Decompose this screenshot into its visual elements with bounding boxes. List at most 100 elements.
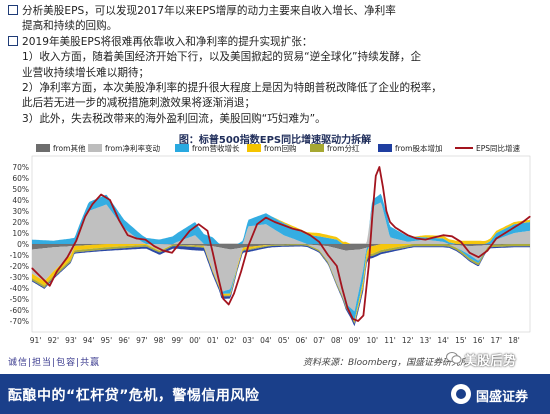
eps-growth-point (495, 237, 497, 240)
eps-growth-point (385, 210, 388, 212)
eps-growth-point (400, 230, 402, 232)
y-tick-label: -10% (10, 251, 29, 260)
eps-growth-point (346, 307, 349, 309)
x-tick-label: 95' (101, 336, 113, 345)
eps-growth-point (433, 236, 435, 238)
eps-growth-point (336, 265, 338, 267)
x-tick-label: 00' (189, 336, 201, 345)
eps-growth-point (171, 252, 173, 254)
y-tick-label: 10% (12, 229, 29, 238)
legend-label: from净利率变动 (105, 143, 160, 153)
eps-growth-point (371, 215, 373, 218)
eps-driver-chart: 70% 60% 50% 40% 30% 20% 10% 0% -10% -20% -30% -40% -… (10, 143, 531, 345)
x-tick-label: 03' (242, 336, 254, 345)
legend-label: from营收增长 (192, 143, 240, 153)
x-tick-label: 97' (136, 336, 148, 345)
x-tick-label: 11' (384, 336, 396, 345)
eps-growth-point (362, 314, 365, 317)
bullet-1: 分析美股EPS，可以发现2017年以来EPS增厚的动力主要来自收入增长、净利率 (8, 4, 544, 19)
eps-growth-point (75, 240, 77, 242)
bullet-text-block: 分析美股EPS，可以发现2017年以来EPS增厚的动力主要来自收入增长、净利率 … (8, 4, 544, 127)
x-tick-label: 14' (437, 336, 449, 345)
legend-label: EPS同比增速 (476, 143, 521, 153)
eps-growth-point (415, 237, 418, 240)
eps-growth-point (300, 230, 302, 232)
eps-growth-point (153, 245, 155, 247)
eps-growth-point (240, 270, 242, 273)
square-bullet-icon (8, 35, 18, 46)
bullet-2-point-3: 3）此外，失去税改带来的海外盈利回流，美股回购“巧妇难为”。 (22, 112, 326, 125)
x-tick-label: 17' (491, 336, 503, 345)
y-tick-label: -60% (10, 306, 29, 315)
eps-growth-point (318, 241, 320, 243)
eps-growth-point (382, 186, 384, 188)
eps-growth-point (274, 221, 276, 223)
eps-growth-point (478, 256, 480, 258)
x-tick-label: 12' (402, 336, 414, 345)
legend-swatch (247, 144, 261, 152)
bullet-2-point-1: 1）收入方面，随着美国经济开始下行，以及美国掀起的贸易“逆全球化”持续发酵，企 (22, 51, 422, 64)
eps-growth-point (529, 215, 531, 218)
x-tick-label: 93' (65, 336, 77, 345)
legend-label: from其他 (53, 143, 86, 153)
eps-growth-point (341, 287, 343, 289)
chart-title: 图：标普500指数EPS同比增速驱动力拆解 (178, 135, 372, 146)
y-tick-label: 60% (12, 174, 29, 183)
eps-growth-point (66, 256, 69, 258)
x-tick-label: 06' (296, 336, 308, 345)
x-tick-label: 98' (154, 336, 166, 345)
x-tick-label: 04' (260, 336, 272, 345)
eps-growth-point (212, 252, 214, 254)
chart-source-note: 资料来源：Bloomberg，国盛证券研究所 (303, 358, 470, 368)
x-tick-label: 92' (47, 336, 59, 345)
legend-swatch (378, 144, 392, 152)
y-tick-label: -50% (10, 295, 29, 304)
eps-growth-point (291, 228, 294, 230)
eps-growth-point (100, 193, 102, 196)
eps-growth-point (486, 250, 489, 252)
x-tick-label: 01' (207, 336, 219, 345)
logo-icon (451, 384, 471, 404)
x-tick-label: 05' (278, 336, 290, 345)
eps-growth-point (451, 235, 453, 237)
eps-growth-point (394, 226, 396, 229)
eps-growth-point (309, 234, 311, 236)
eps-growth-point (407, 234, 409, 236)
eps-growth-point (228, 303, 230, 306)
eps-growth-point (189, 230, 191, 232)
y-tick-label: -70% (10, 317, 29, 326)
eps-growth-point (256, 223, 258, 225)
eps-growth-point (469, 252, 471, 254)
x-tick-label: 09' (349, 336, 361, 345)
y-tick-label: 20% (12, 218, 29, 227)
watermark-brand: 美股后势 (464, 354, 517, 369)
y-tick-label: -30% (10, 273, 29, 282)
x-tick-label: 99' (172, 336, 184, 345)
legend-swatch (36, 144, 50, 152)
bullet-2-point-2: 2）净利率方面，本次美股净利率的提升很大程度上是因为特朗普税改降低了企业的税率， (22, 82, 442, 95)
eps-growth-point (222, 298, 225, 300)
eps-growth-point (135, 237, 138, 240)
y-tick-label: -40% (10, 284, 29, 293)
eps-growth-point (378, 166, 380, 168)
eps-growth-point (513, 226, 515, 229)
legend-label: from回购 (264, 143, 296, 153)
eps-growth-point (327, 254, 329, 256)
area-from-positive (32, 202, 530, 244)
eps-growth-point (91, 203, 93, 205)
legend-swatch (175, 144, 189, 152)
eps-growth-point (180, 241, 182, 243)
y-tick-label: 0% (17, 240, 29, 249)
eps-growth-point (56, 270, 58, 273)
eps-growth-point (197, 223, 200, 225)
eps-growth-point (389, 221, 391, 223)
eps-growth-point (49, 285, 51, 287)
eps-growth-point (118, 219, 120, 221)
square-bullet-icon (8, 5, 18, 15)
x-tick-label: 91' (30, 336, 42, 345)
y-tick-label: 50% (12, 185, 29, 194)
y-tick-label: -20% (10, 262, 29, 271)
eps-growth-point (352, 318, 354, 320)
eps-growth-point (31, 267, 33, 269)
bottom-banner: 酝酿中的“杠杆贷”危机，警惕信用风险 国盛证券 (0, 374, 550, 414)
